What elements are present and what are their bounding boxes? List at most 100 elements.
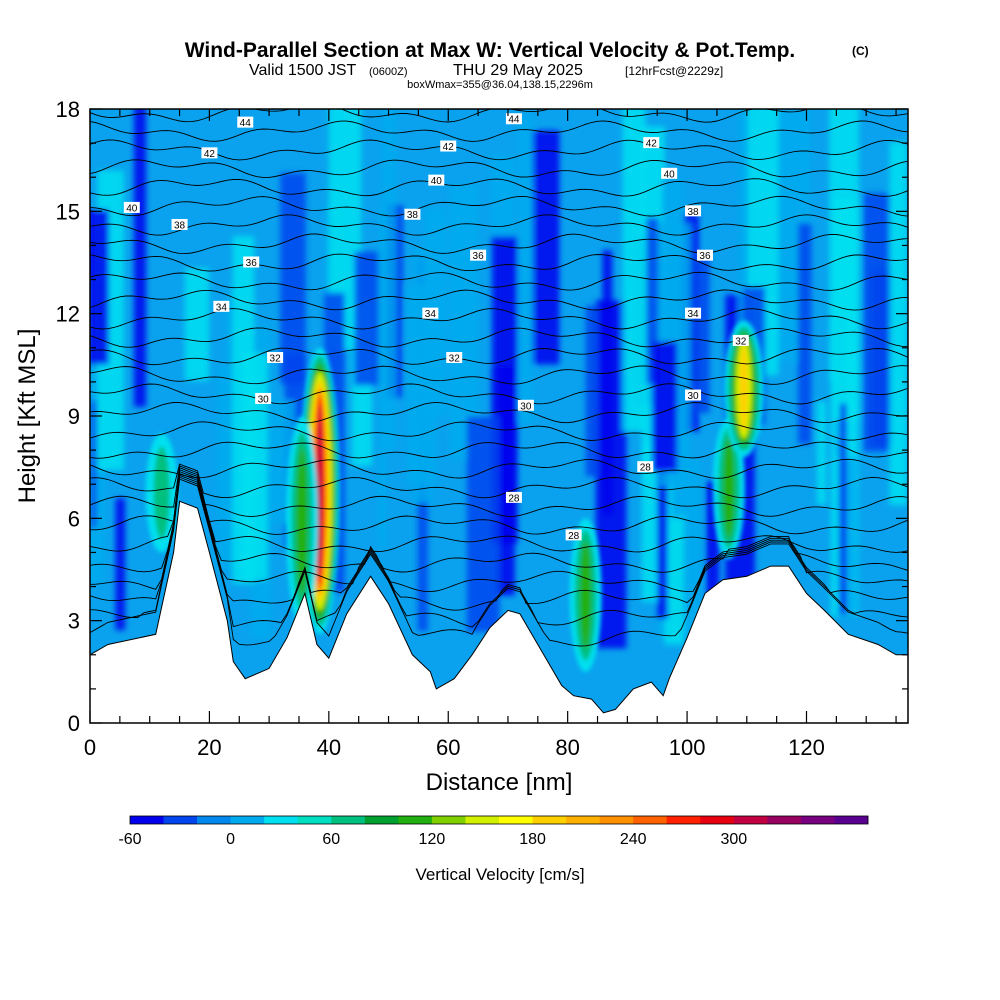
theta-contour-line	[90, 178, 908, 197]
theta-contours	[90, 109, 908, 647]
theta-contour-line	[90, 109, 908, 123]
theta-contour-line	[90, 401, 908, 424]
contour-label: 32	[446, 352, 463, 365]
velocity-streak	[622, 109, 646, 431]
colorbar-swatch	[767, 816, 802, 824]
x-tick-label: 0	[84, 735, 96, 760]
colorbar-frame	[129, 815, 869, 825]
colorbar-swatch	[633, 816, 668, 824]
contour-label-box	[470, 249, 487, 261]
copyright-mark: (C)	[852, 44, 869, 58]
contour-label: 42	[440, 140, 457, 153]
theta-contour-line	[90, 120, 908, 142]
colorbar-swatch	[733, 816, 768, 824]
contour-label: 40	[428, 174, 445, 187]
contour-label-box	[643, 137, 660, 149]
contour-label-text: 28	[640, 463, 652, 474]
contour-label-text: 34	[425, 309, 437, 320]
colorbar-swatch	[230, 816, 265, 824]
colorbar-swatch	[264, 816, 299, 824]
theta-contour-line	[90, 469, 908, 553]
updraft-core-level	[739, 345, 748, 433]
contour-label-box	[517, 399, 534, 411]
velocity-streak	[738, 109, 748, 374]
contour-label-box	[243, 256, 260, 268]
colorbar-swatch	[130, 816, 164, 824]
colorbar-tick-label: 0	[226, 831, 235, 848]
colorbar-tick-label: 180	[519, 831, 546, 848]
contour-label-box	[685, 389, 702, 401]
theta-contour-line	[90, 271, 908, 291]
contour-label-text: 30	[520, 401, 532, 412]
x-tick-label: 20	[197, 735, 221, 760]
valid-utc: (0600Z)	[369, 66, 408, 78]
contour-label-text: 42	[443, 142, 455, 153]
velocity-streak	[133, 109, 147, 407]
contour-label-box	[505, 491, 522, 503]
theta-contour-line	[90, 159, 908, 178]
theta-contour-line	[90, 478, 908, 647]
contour-label-text: 44	[508, 115, 520, 126]
contour-label-text: 40	[431, 176, 443, 187]
contour-label-box	[171, 218, 188, 230]
contour-label: 36	[243, 256, 260, 269]
forecast-info: [12hrFcst@2229z]	[625, 64, 723, 78]
velocity-streak	[889, 141, 908, 506]
contour-label-box	[565, 529, 582, 541]
colorbar-tick-label: 240	[620, 831, 647, 848]
x-axis-label: Distance [nm]	[426, 769, 573, 796]
contour-label: 36	[470, 249, 487, 262]
x-tick-label: 80	[555, 735, 579, 760]
theta-contour-line	[90, 472, 908, 593]
contour-label-text: 36	[473, 251, 485, 262]
colorbar-swatch	[700, 816, 735, 824]
x-tick-label: 60	[436, 735, 460, 760]
contour-label: 40	[661, 167, 678, 180]
contour-label: 34	[422, 307, 439, 320]
colorbar-swatch	[197, 816, 231, 824]
contour-label-text: 34	[216, 302, 228, 313]
contour-label: 34	[685, 307, 702, 320]
velocity-streak	[413, 245, 433, 503]
colorbar-swatch	[431, 816, 466, 824]
contour-label-text: 32	[735, 336, 747, 347]
contour-label-text: 34	[687, 309, 699, 320]
theta-contour-line	[90, 467, 908, 535]
velocity-streak	[840, 403, 847, 615]
colorbar-swatch	[297, 816, 332, 824]
contour-label-text: 32	[449, 354, 461, 365]
x-tick-label: 40	[317, 735, 341, 760]
contour-label-box	[505, 113, 522, 125]
colorbar: -60 0 60 120 180 240 300	[118, 815, 869, 848]
updraft-core-level	[296, 447, 308, 596]
velocity-streak	[816, 401, 827, 505]
contour-label-text: 28	[568, 531, 580, 542]
theta-contour-line	[90, 421, 908, 442]
x-axis: 0 20 40 60 80 100 120	[84, 109, 897, 760]
contour-label: 30	[685, 389, 702, 402]
colorbar-swatch	[566, 816, 600, 824]
y-tick-label: 15	[56, 199, 80, 224]
contour-label: 32	[267, 352, 284, 365]
colorbar-tick-label: 60	[322, 831, 340, 848]
contour-label-box	[637, 461, 654, 473]
velocity-streak	[280, 172, 306, 384]
velocity-streak	[184, 268, 210, 381]
contour-label-box	[404, 208, 421, 220]
contour-label-box	[685, 205, 702, 217]
contour-label-text: 38	[687, 207, 699, 218]
contour-label: 42	[643, 137, 660, 150]
contour-label-box	[267, 352, 284, 364]
updraft-cores	[145, 320, 764, 672]
colorbar-swatch	[834, 816, 869, 824]
theta-contour-line	[90, 253, 908, 272]
contour-label-box	[255, 392, 272, 404]
valid-prefix: Valid 1500 JST	[249, 62, 357, 79]
theta-contour-line	[90, 139, 908, 161]
colorbar-swatch	[465, 816, 500, 824]
colorbar-swatch	[163, 816, 198, 824]
updraft-core-level	[317, 404, 323, 578]
contour-label-box	[732, 334, 749, 346]
theta-contour-line	[90, 347, 908, 366]
